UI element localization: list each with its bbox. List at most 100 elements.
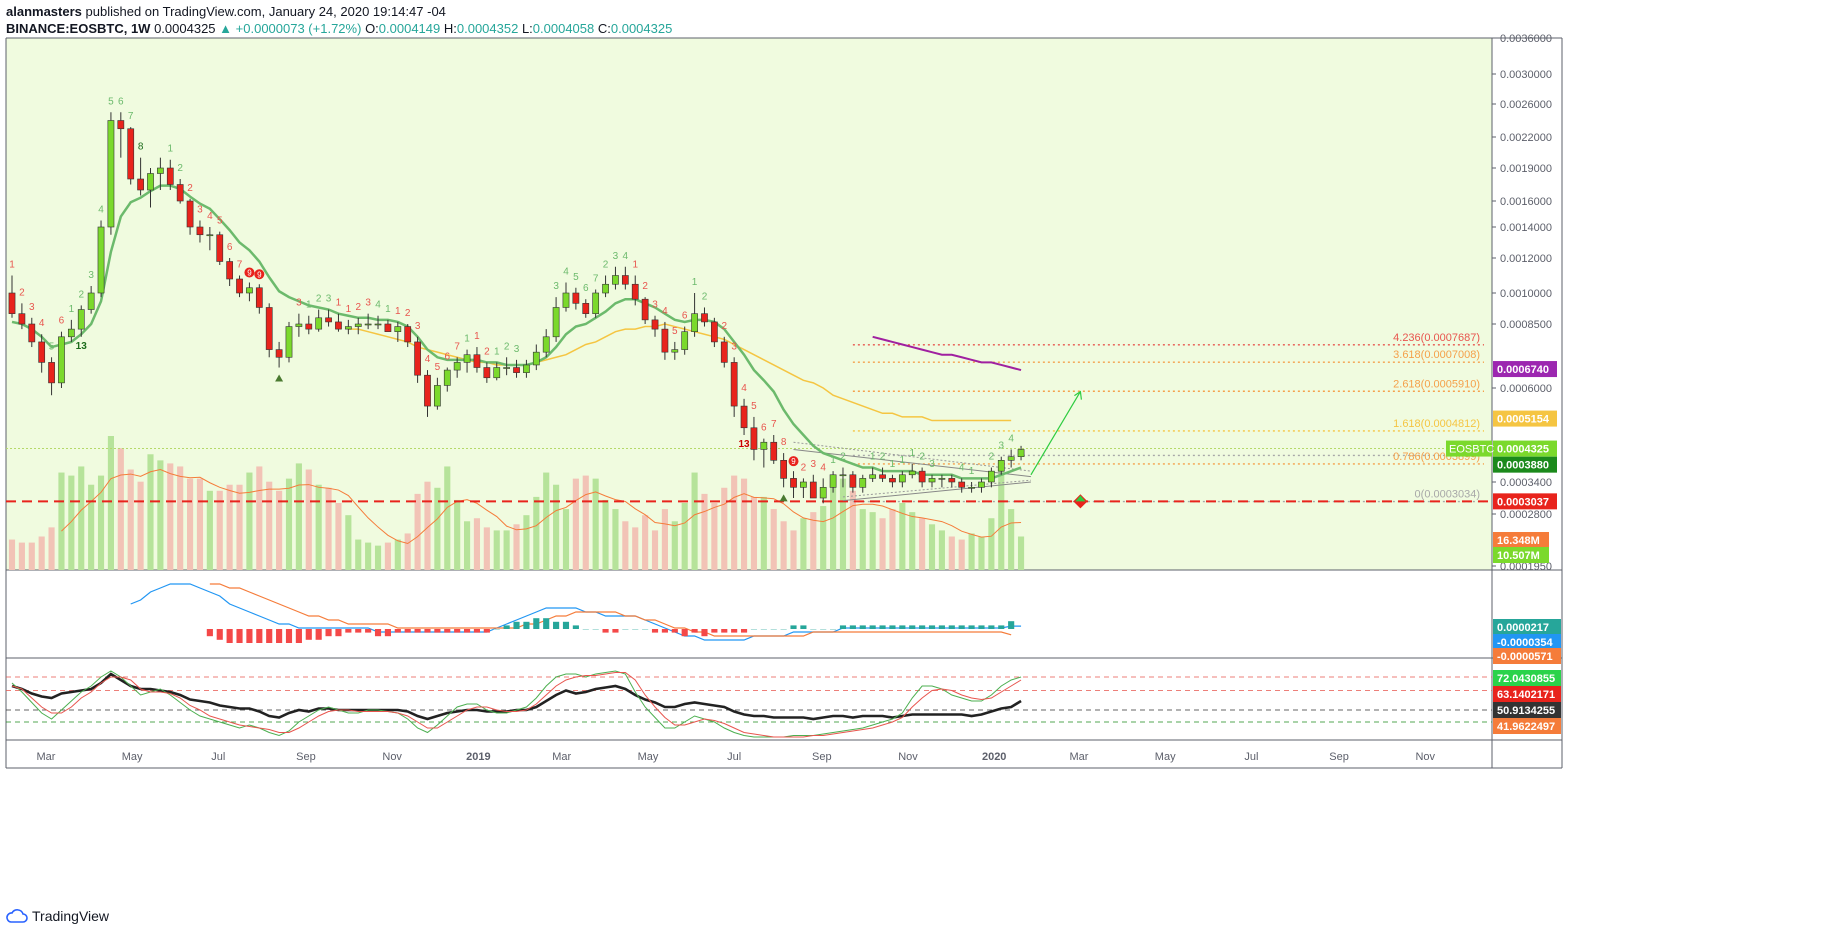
candle-body bbox=[166, 167, 174, 185]
sequential-count-label: 4 bbox=[98, 205, 104, 216]
volume-bar bbox=[988, 518, 995, 570]
macd-histogram-bar bbox=[661, 629, 668, 633]
price-label-box bbox=[1493, 410, 1557, 427]
publish-line: alanmasters published on TradingView.com… bbox=[6, 4, 446, 19]
volume-bar bbox=[315, 484, 322, 570]
sequential-count-label: 2 bbox=[78, 289, 84, 300]
candle-body bbox=[809, 481, 817, 499]
macd-histogram-bar bbox=[572, 625, 579, 629]
candle-body bbox=[384, 323, 392, 332]
macd-histogram-bar bbox=[978, 625, 985, 629]
candle-body bbox=[997, 460, 1005, 472]
tradingview-brand: TradingView bbox=[32, 908, 110, 924]
sequential-count-label: 1 bbox=[474, 331, 480, 342]
macd-label-text: 0.0000217 bbox=[1497, 622, 1549, 634]
sequential-count-label: 7 bbox=[771, 419, 777, 430]
sequential-count-label: 7 bbox=[237, 260, 243, 271]
volume-bar bbox=[928, 524, 936, 570]
price-label-text: 0.0003037 bbox=[1497, 496, 1549, 508]
volume-label-box bbox=[1493, 532, 1549, 548]
macd-histogram-bar bbox=[444, 629, 451, 633]
volume-bar bbox=[820, 506, 827, 570]
y-axis-tick-label: 0.0006000 bbox=[1500, 383, 1552, 395]
sequential-count-label: 1 bbox=[909, 448, 915, 459]
tradingview-cloud-icon bbox=[6, 909, 28, 923]
sequential-count-label: 1 bbox=[395, 306, 401, 317]
candle-body bbox=[1017, 449, 1025, 457]
price-label-text: 0.0004325 bbox=[1497, 444, 1549, 456]
candle-body bbox=[740, 405, 748, 429]
volume-bar bbox=[444, 466, 451, 570]
sequential-count-label: 1 bbox=[692, 277, 698, 288]
candle-body bbox=[790, 478, 797, 488]
candle-body bbox=[968, 487, 975, 489]
macd-histogram-bar bbox=[394, 629, 401, 633]
projection-arrow-head bbox=[1074, 390, 1082, 400]
candle-body bbox=[612, 275, 619, 285]
candle-body bbox=[305, 323, 313, 330]
macd-histogram-bar bbox=[810, 629, 817, 630]
macd-histogram-bar bbox=[493, 629, 500, 630]
symbol-title[interactable]: BINANCE:EOSBTC, 1W bbox=[6, 21, 151, 36]
volume-bar bbox=[483, 527, 490, 570]
sequential-count-label: 4 bbox=[39, 318, 45, 329]
author-name[interactable]: alanmasters bbox=[6, 4, 82, 19]
volume-bar bbox=[998, 469, 1005, 570]
candle-body bbox=[137, 178, 144, 191]
sequential-count-label: 1 bbox=[9, 260, 15, 271]
volume-bar bbox=[127, 469, 134, 570]
volume-bar bbox=[374, 545, 382, 570]
volume-bar bbox=[681, 503, 688, 570]
sequential-count-label: 1 bbox=[890, 459, 896, 470]
candle-body bbox=[275, 349, 283, 358]
sequential-count-label: 1 bbox=[69, 304, 75, 315]
x-axis-tick-label: Mar bbox=[1070, 751, 1089, 763]
macd-label-text: -0.0000571 bbox=[1497, 651, 1553, 663]
price-label-text: 0.0005154 bbox=[1497, 414, 1550, 426]
candle-body bbox=[988, 470, 995, 483]
volume-bar bbox=[384, 542, 391, 570]
candle-body bbox=[236, 278, 243, 294]
sell-setup-circle-label: 9 bbox=[257, 270, 262, 279]
volume-bar bbox=[968, 533, 975, 570]
volume-bar bbox=[622, 521, 629, 570]
tradingview-logo[interactable]: TradingView bbox=[6, 908, 109, 924]
candle-body bbox=[443, 369, 451, 386]
sequential-count-label: 4 bbox=[662, 306, 668, 317]
sequential-count-label: 2 bbox=[316, 294, 322, 305]
volume-bar bbox=[711, 503, 718, 570]
volume-bar bbox=[938, 530, 945, 570]
volume-bar bbox=[147, 454, 154, 570]
macd-histogram-bar bbox=[909, 625, 916, 629]
x-axis-tick-label: Jul bbox=[211, 751, 225, 763]
oscillator-label-box bbox=[1493, 686, 1561, 702]
macd-histogram-bar bbox=[899, 625, 906, 629]
volume-bar bbox=[721, 487, 728, 570]
candle-body bbox=[255, 287, 263, 308]
x-axis-tick-label: May bbox=[122, 751, 143, 763]
volume-bar bbox=[562, 509, 570, 570]
sequential-count-label: 6 bbox=[444, 352, 450, 363]
sequential-count-label: 4 bbox=[375, 300, 381, 311]
volume-bar bbox=[463, 521, 471, 570]
candle-body bbox=[246, 287, 253, 294]
macd-histogram-bar bbox=[483, 629, 490, 633]
last-price: 0.0004325 bbox=[154, 21, 216, 36]
sequential-count-label: 3 bbox=[553, 281, 559, 292]
sequential-count-label: 4 bbox=[1008, 433, 1014, 444]
fib-level-label: 2.618(0.0005910) bbox=[1393, 378, 1480, 390]
volume-bar bbox=[592, 478, 599, 570]
candle-body bbox=[58, 336, 65, 384]
volume-bar bbox=[948, 536, 955, 570]
macd-histogram-bar bbox=[622, 629, 629, 630]
macd-histogram-bar bbox=[226, 629, 233, 643]
volume-bar bbox=[137, 481, 144, 570]
candle-body bbox=[849, 474, 857, 488]
macd-histogram-bar bbox=[562, 621, 570, 629]
x-axis-tick-label: 2019 bbox=[466, 751, 490, 763]
volume-bar bbox=[572, 478, 579, 570]
volume-label-text: 10.507M bbox=[1497, 550, 1540, 562]
sequential-count-label: 8 bbox=[138, 142, 144, 153]
candle-body bbox=[958, 481, 966, 488]
